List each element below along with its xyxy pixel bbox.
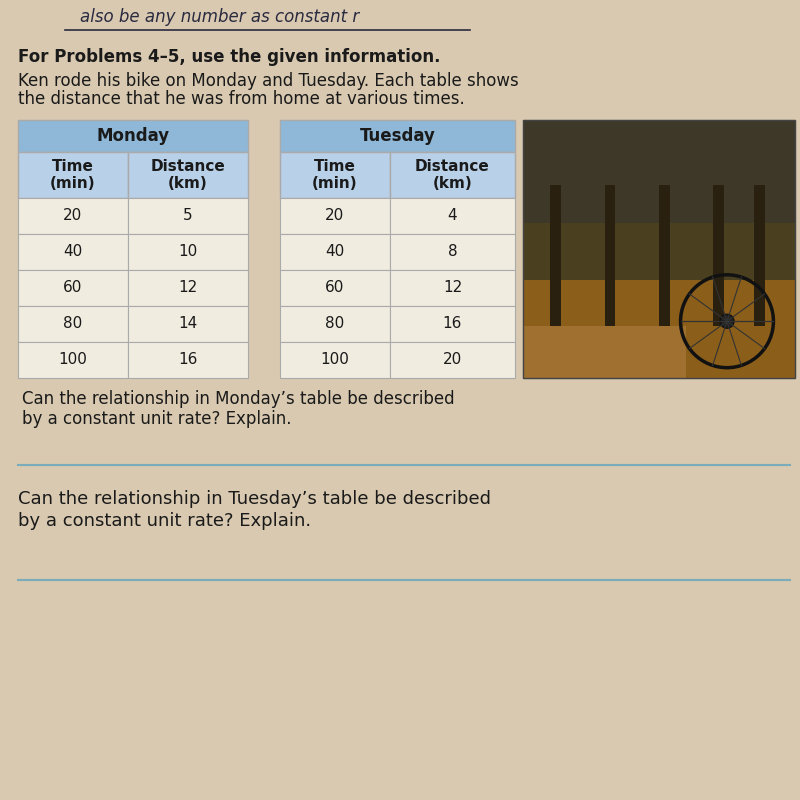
Bar <box>128 234 248 270</box>
Text: 100: 100 <box>321 353 350 367</box>
Bar <box>128 342 248 378</box>
Text: 80: 80 <box>63 317 82 331</box>
Bar <box>605 185 615 326</box>
Bar <box>280 306 390 342</box>
Bar <box>280 120 515 152</box>
Bar <box>280 270 390 306</box>
Text: also be any number as constant r: also be any number as constant r <box>80 8 359 26</box>
Text: by a constant unit rate? Explain.: by a constant unit rate? Explain. <box>18 512 311 530</box>
Bar <box>390 306 515 342</box>
Text: 60: 60 <box>63 281 82 295</box>
Bar <box>550 185 561 326</box>
Text: 12: 12 <box>443 281 462 295</box>
Text: 4: 4 <box>448 209 458 223</box>
Bar <box>390 198 515 234</box>
Bar <box>18 234 128 270</box>
Bar <box>714 185 724 326</box>
Bar <box>18 270 128 306</box>
Text: Time
(min): Time (min) <box>312 158 358 191</box>
Text: Monday: Monday <box>97 127 170 145</box>
Text: Distance
(km): Distance (km) <box>415 158 490 191</box>
Bar <box>390 234 515 270</box>
Bar <box>128 198 248 234</box>
Text: 80: 80 <box>326 317 345 331</box>
Text: 20: 20 <box>443 353 462 367</box>
Text: 100: 100 <box>58 353 87 367</box>
Bar <box>280 342 390 378</box>
Bar <box>523 326 686 378</box>
Text: 10: 10 <box>178 245 198 259</box>
Text: 5: 5 <box>183 209 193 223</box>
Text: Time
(min): Time (min) <box>50 158 96 191</box>
Bar <box>18 120 248 152</box>
Text: For Problems 4–5, use the given information.: For Problems 4–5, use the given informat… <box>18 48 441 66</box>
Bar <box>128 270 248 306</box>
Text: 60: 60 <box>326 281 345 295</box>
Bar <box>18 152 128 198</box>
Bar <box>18 198 128 234</box>
Text: Ken rode his bike on Monday and Tuesday. Each table shows: Ken rode his bike on Monday and Tuesday.… <box>18 72 518 90</box>
Text: Tuesday: Tuesday <box>359 127 435 145</box>
Text: 20: 20 <box>326 209 345 223</box>
Text: 12: 12 <box>178 281 198 295</box>
Text: 40: 40 <box>63 245 82 259</box>
Bar <box>128 152 248 198</box>
Bar <box>523 120 795 378</box>
Bar <box>754 185 765 326</box>
Text: 14: 14 <box>178 317 198 331</box>
Text: 16: 16 <box>443 317 462 331</box>
Bar <box>128 306 248 342</box>
Text: 20: 20 <box>63 209 82 223</box>
Circle shape <box>720 314 734 328</box>
Bar <box>659 185 670 326</box>
Text: Can the relationship in Tuesday’s table be described: Can the relationship in Tuesday’s table … <box>18 490 491 508</box>
Bar <box>390 152 515 198</box>
Text: 16: 16 <box>178 353 198 367</box>
Bar <box>390 270 515 306</box>
Text: Distance
(km): Distance (km) <box>150 158 226 191</box>
Bar <box>523 120 795 236</box>
Text: the distance that he was from home at various times.: the distance that he was from home at va… <box>18 90 465 108</box>
Bar <box>523 120 795 378</box>
Bar <box>280 152 390 198</box>
Text: Can the relationship in Monday’s table be described: Can the relationship in Monday’s table b… <box>22 390 454 408</box>
Bar <box>280 198 390 234</box>
Text: 8: 8 <box>448 245 458 259</box>
Text: by a constant unit rate? Explain.: by a constant unit rate? Explain. <box>22 410 291 428</box>
Bar <box>18 306 128 342</box>
Bar <box>523 223 795 288</box>
Text: 40: 40 <box>326 245 345 259</box>
Bar <box>523 280 795 378</box>
Bar <box>390 342 515 378</box>
Bar <box>18 342 128 378</box>
Bar <box>280 234 390 270</box>
